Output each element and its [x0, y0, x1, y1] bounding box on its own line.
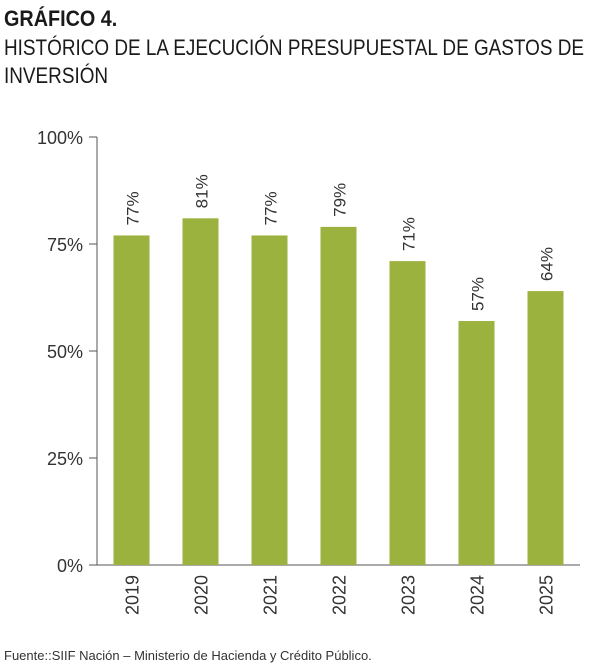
bar	[113, 235, 150, 565]
y-tick-label: 50%	[47, 342, 83, 362]
bar-data-label: 79%	[331, 183, 350, 217]
bar	[251, 235, 288, 565]
source-note: Fuente::SIIF Nación – Ministerio de Haci…	[4, 648, 372, 663]
x-tick-label: 2023	[399, 575, 419, 615]
y-tick-label: 25%	[47, 449, 83, 469]
bar-chart: 0% 25% 50% 75% 100% 77% 2019 81% 2020 77% 2021 79% 2…	[37, 128, 580, 615]
bar-data-label: 71%	[400, 217, 419, 251]
x-tick-label: 2019	[123, 575, 143, 615]
bar	[182, 218, 219, 565]
bar-data-label: 81%	[193, 174, 212, 208]
bar-data-label: 77%	[262, 191, 281, 225]
bar	[458, 321, 495, 565]
x-tick-label: 2021	[261, 575, 281, 615]
x-tick-label: 2022	[330, 575, 350, 615]
figure-label: GRÁFICO 4.	[4, 6, 118, 31]
figure-title: HISTÓRICO DE LA EJECUCIÓN PRESUPUESTAL D…	[4, 35, 584, 88]
y-tick-label: 100%	[37, 128, 83, 148]
chart-heading: GRÁFICO 4. HISTÓRICO DE LA EJECUCIÓN PRE…	[4, 6, 601, 90]
x-tick-label: 2024	[468, 575, 488, 615]
x-tick-label: 2025	[537, 575, 557, 615]
bar-data-label: 57%	[469, 277, 488, 311]
x-tick-label: 2020	[192, 575, 212, 615]
bar	[320, 226, 357, 565]
bar-data-label: 77%	[124, 191, 143, 225]
y-tick-label: 0%	[57, 556, 83, 576]
bar	[389, 261, 426, 565]
y-tick-label: 75%	[47, 235, 83, 255]
bar	[527, 291, 564, 565]
bar-data-label: 64%	[538, 247, 557, 281]
